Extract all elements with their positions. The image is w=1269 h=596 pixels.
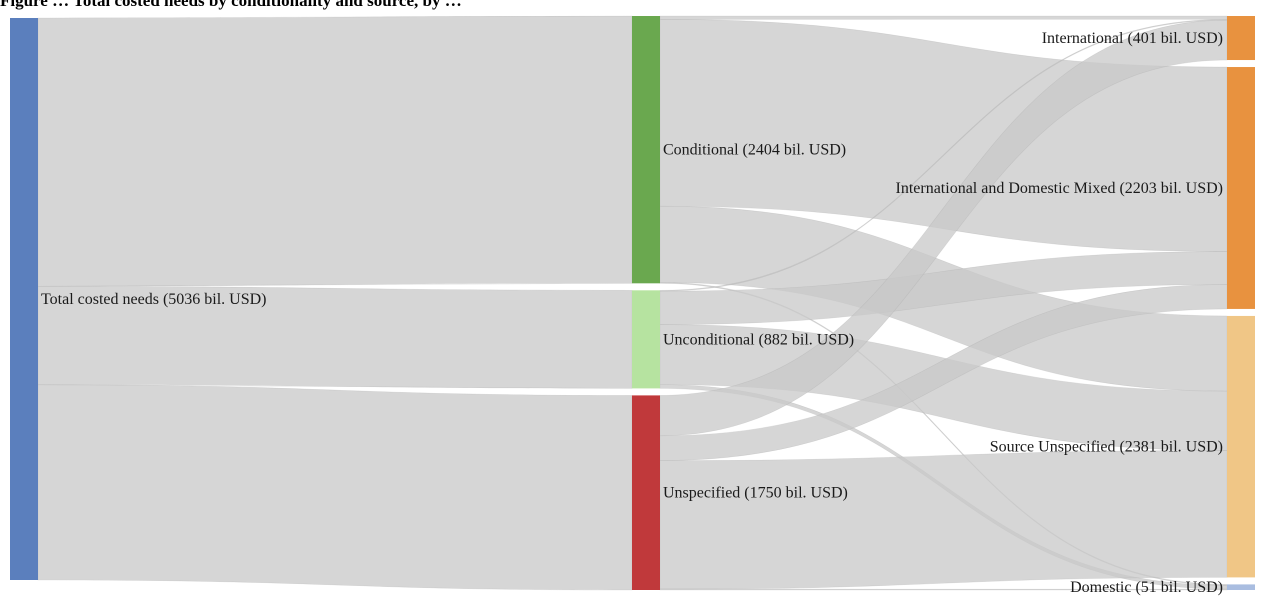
figure-caption: Figure … Total costed needs by condition… xyxy=(0,0,462,10)
label-unspecified: Unspecified (1750 bil. USD) xyxy=(663,485,848,502)
link-total-to-unspecified xyxy=(37,384,633,591)
link-conditional-to-international xyxy=(659,15,1228,20)
label-conditional: Conditional (2404 bil. USD) xyxy=(663,142,846,159)
link-unspecified-to-mixed xyxy=(659,284,1228,461)
link-total-to-conditional xyxy=(37,15,633,287)
sankey-nodes xyxy=(10,16,1255,590)
node-domestic xyxy=(1227,584,1255,590)
node-international xyxy=(1227,16,1255,61)
link-unspecified-to-international xyxy=(659,19,1228,437)
node-source_unspecified xyxy=(1227,315,1255,578)
label-unconditional: Unconditional (882 bil. USD) xyxy=(663,331,854,348)
label-international: International (401 bil. USD) xyxy=(1042,30,1223,47)
node-total xyxy=(10,18,38,580)
sankey-links xyxy=(37,15,1228,591)
node-conditional xyxy=(632,16,660,284)
node-unspecified xyxy=(632,395,660,590)
label-domestic: Domestic (51 bil. USD) xyxy=(1070,579,1223,596)
node-unconditional xyxy=(632,290,660,389)
label-total: Total costed needs (5036 bil. USD) xyxy=(41,291,267,308)
sankey-labels: Total costed needs (5036 bil. USD) Condit… xyxy=(41,30,1223,596)
label-mixed: International and Domestic Mixed (2203 b… xyxy=(896,180,1224,197)
label-source_unspecified: Source Unspecified (2381 bil. USD) xyxy=(990,439,1223,456)
link-unspecified-to-source_unspecified xyxy=(659,450,1228,590)
node-mixed xyxy=(1227,67,1255,309)
